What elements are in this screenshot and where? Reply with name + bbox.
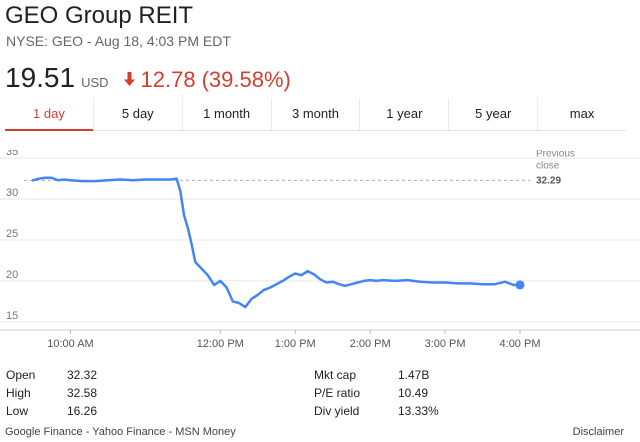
stat-row-mkt-cap: Mkt cap 1.47B bbox=[314, 366, 439, 384]
price-row: 19.51 USD 12.78 (39.58%) bbox=[5, 62, 291, 94]
price-chart[interactable]: 15 20 25 30 35 10:00 AM 12:00 PM 1:00 PM 2:00 PM… bbox=[0, 150, 640, 360]
tab-5-day[interactable]: 5 day bbox=[94, 98, 183, 130]
stat-label: High bbox=[6, 386, 31, 400]
price-change: 12.78 (39.58%) bbox=[123, 67, 291, 93]
stat-row-high: High 32.58 bbox=[6, 384, 97, 402]
y-tick-label: 20 bbox=[6, 269, 18, 281]
stock-title: GEO Group REIT bbox=[5, 2, 194, 29]
stat-value: 10.49 bbox=[398, 386, 429, 400]
stats-right: Mkt cap 1.47B P/E ratio 10.49 Div yield 13.… bbox=[314, 366, 439, 420]
y-tick-label: 30 bbox=[6, 187, 18, 199]
stat-row-open: Open 32.32 bbox=[6, 366, 97, 384]
stat-row-pe-ratio: P/E ratio 10.49 bbox=[314, 384, 439, 402]
source-links[interactable]: Google Finance - Yahoo Finance - MSN Mon… bbox=[5, 426, 236, 438]
stat-label: Mkt cap bbox=[314, 368, 357, 382]
stat-label: Div yield bbox=[314, 404, 360, 418]
tab-1-month[interactable]: 1 month bbox=[183, 98, 272, 130]
exchange-timestamp: NYSE: GEO - Aug 18, 4:03 PM EDT bbox=[6, 33, 231, 49]
stat-row-low: Low 16.26 bbox=[6, 402, 97, 420]
tab-max[interactable]: max bbox=[569, 106, 595, 121]
x-tick-label: 1:00 PM bbox=[275, 338, 316, 350]
currency-label: USD bbox=[81, 75, 109, 90]
current-price: 19.51 bbox=[5, 62, 76, 93]
range-tabs: 1 day 5 day 1 month 3 month 1 year 5 yea… bbox=[5, 98, 626, 131]
x-tick-label: 10:00 AM bbox=[47, 338, 93, 350]
x-tick-label: 3:00 PM bbox=[425, 338, 466, 350]
stat-row-div-yield: Div yield 13.33% bbox=[314, 402, 439, 420]
stat-value: 13.33% bbox=[398, 404, 439, 418]
y-tick-label: 25 bbox=[6, 228, 18, 240]
stat-label: Open bbox=[6, 368, 36, 382]
stat-value: 1.47B bbox=[398, 368, 430, 382]
change-amount: 12.78 bbox=[140, 67, 196, 92]
previous-close-label: Previous bbox=[536, 150, 575, 159]
arrow-down-icon bbox=[123, 67, 137, 93]
stat-label: Low bbox=[6, 404, 29, 418]
stat-value: 32.58 bbox=[67, 386, 98, 400]
stats-left: Open 32.32 High 32.58 Low 16.26 bbox=[6, 366, 97, 420]
disclaimer-link[interactable]: Disclaimer bbox=[572, 426, 624, 438]
previous-close-label: close bbox=[536, 160, 560, 171]
last-price-marker bbox=[515, 280, 525, 290]
tab-1-year[interactable]: 1 year bbox=[360, 98, 450, 130]
previous-close-value: 32.29 bbox=[536, 175, 561, 186]
tab-3-month[interactable]: 3 month bbox=[272, 98, 361, 130]
tab-1-day[interactable]: 1 day bbox=[5, 98, 94, 131]
x-tick-label: 12:00 PM bbox=[197, 338, 244, 350]
y-tick-label: 15 bbox=[6, 310, 18, 322]
price-line bbox=[31, 176, 522, 309]
stat-value: 16.26 bbox=[67, 404, 98, 418]
change-percent: (39.58%) bbox=[201, 67, 291, 92]
x-tick-label: 2:00 PM bbox=[350, 338, 391, 350]
x-tick-label: 4:00 PM bbox=[500, 338, 541, 350]
tab-5-year[interactable]: 5 year bbox=[449, 98, 539, 130]
stat-value: 32.32 bbox=[67, 368, 98, 382]
stat-label: P/E ratio bbox=[314, 386, 361, 400]
y-tick-label: 35 bbox=[6, 150, 18, 158]
